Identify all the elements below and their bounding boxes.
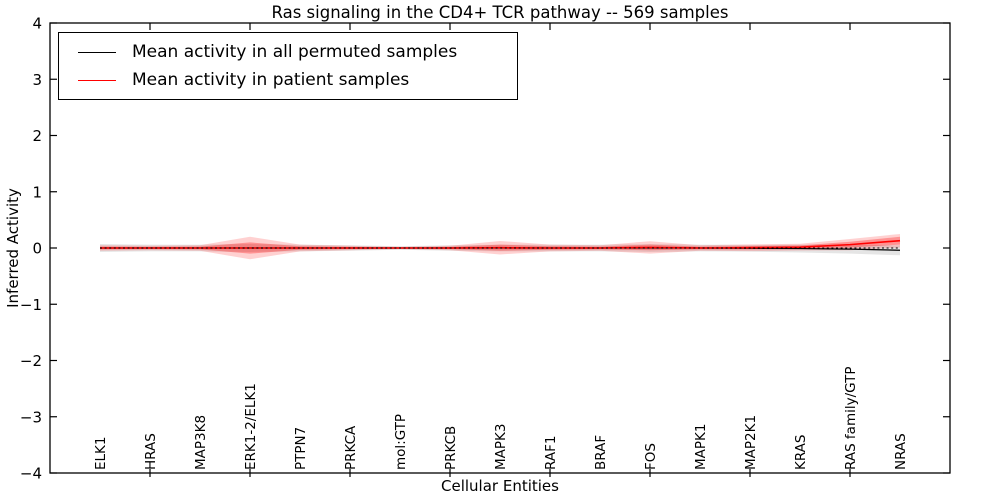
y-tick-label: 3: [32, 71, 42, 89]
legend: Mean activity in all permuted samples Me…: [58, 32, 518, 100]
y-axis-label: Inferred Activity: [4, 188, 22, 308]
x-category-label: FOS: [643, 443, 659, 470]
legend-line-patient-icon: [78, 79, 116, 81]
y-tick-label: 4: [32, 15, 42, 33]
y-tick-label: 1: [32, 183, 42, 201]
x-category-label: NRAS: [893, 433, 909, 470]
x-tick-labels: ELK1 HRAS MAP3K8 ERK1-2/ELK1 PTPN7 PRKCA mol:G…: [93, 366, 909, 470]
legend-item-patient: Mean activity in patient samples: [59, 66, 513, 94]
x-category-label: PTPN7: [293, 427, 309, 470]
y-tick-label: −3: [20, 408, 42, 426]
x-category-label: RAS family/GTP: [843, 366, 859, 470]
x-category-label: ELK1: [93, 437, 109, 471]
x-category-label: ERK1-2/ELK1: [243, 383, 259, 470]
x-category-label: KRAS: [793, 435, 809, 471]
band-patient-samples-spread-inner: [100, 236, 900, 254]
axes-layer: [49, 22, 951, 477]
x-axis-label: Cellular Entities: [441, 477, 559, 495]
legend-label-permuted: Mean activity in all permuted samples: [132, 42, 458, 62]
band-layer: [100, 233, 900, 260]
band-patient-samples-spread-outer: [100, 233, 900, 260]
x-category-label: MAP2K1: [743, 415, 759, 470]
y-tick-label: 2: [32, 127, 42, 145]
x-category-label: MAPK1: [693, 424, 709, 470]
y-tick-label: −2: [20, 352, 42, 370]
x-category-label: PRKCA: [343, 425, 359, 470]
legend-line-permuted-icon: [78, 51, 116, 53]
x-category-label: MAP3K8: [193, 415, 209, 470]
y-tick-label: −4: [20, 465, 42, 483]
band-permuted-samples-spread: [100, 244, 900, 256]
x-category-label: mol:GTP: [393, 414, 409, 470]
x-category-label: MAPK3: [493, 424, 509, 470]
x-category-label: HRAS: [143, 433, 159, 470]
chart-title: Ras signaling in the CD4+ TCR pathway --…: [271, 3, 729, 22]
y-tick-labels: 4 3 2 1 0 −1 −2 −3 −4: [20, 15, 42, 483]
line-layer: [100, 239, 901, 251]
x-category-label: BRAF: [593, 435, 609, 470]
y-tick-label: 0: [32, 240, 42, 258]
patient-mean-line: [100, 239, 901, 249]
x-category-label: PRKCB: [443, 426, 459, 470]
legend-label-patient: Mean activity in patient samples: [132, 70, 410, 90]
y-tick-label: −1: [20, 296, 42, 314]
legend-item-permuted: Mean activity in all permuted samples: [59, 38, 513, 66]
x-category-label: RAF1: [543, 436, 559, 470]
